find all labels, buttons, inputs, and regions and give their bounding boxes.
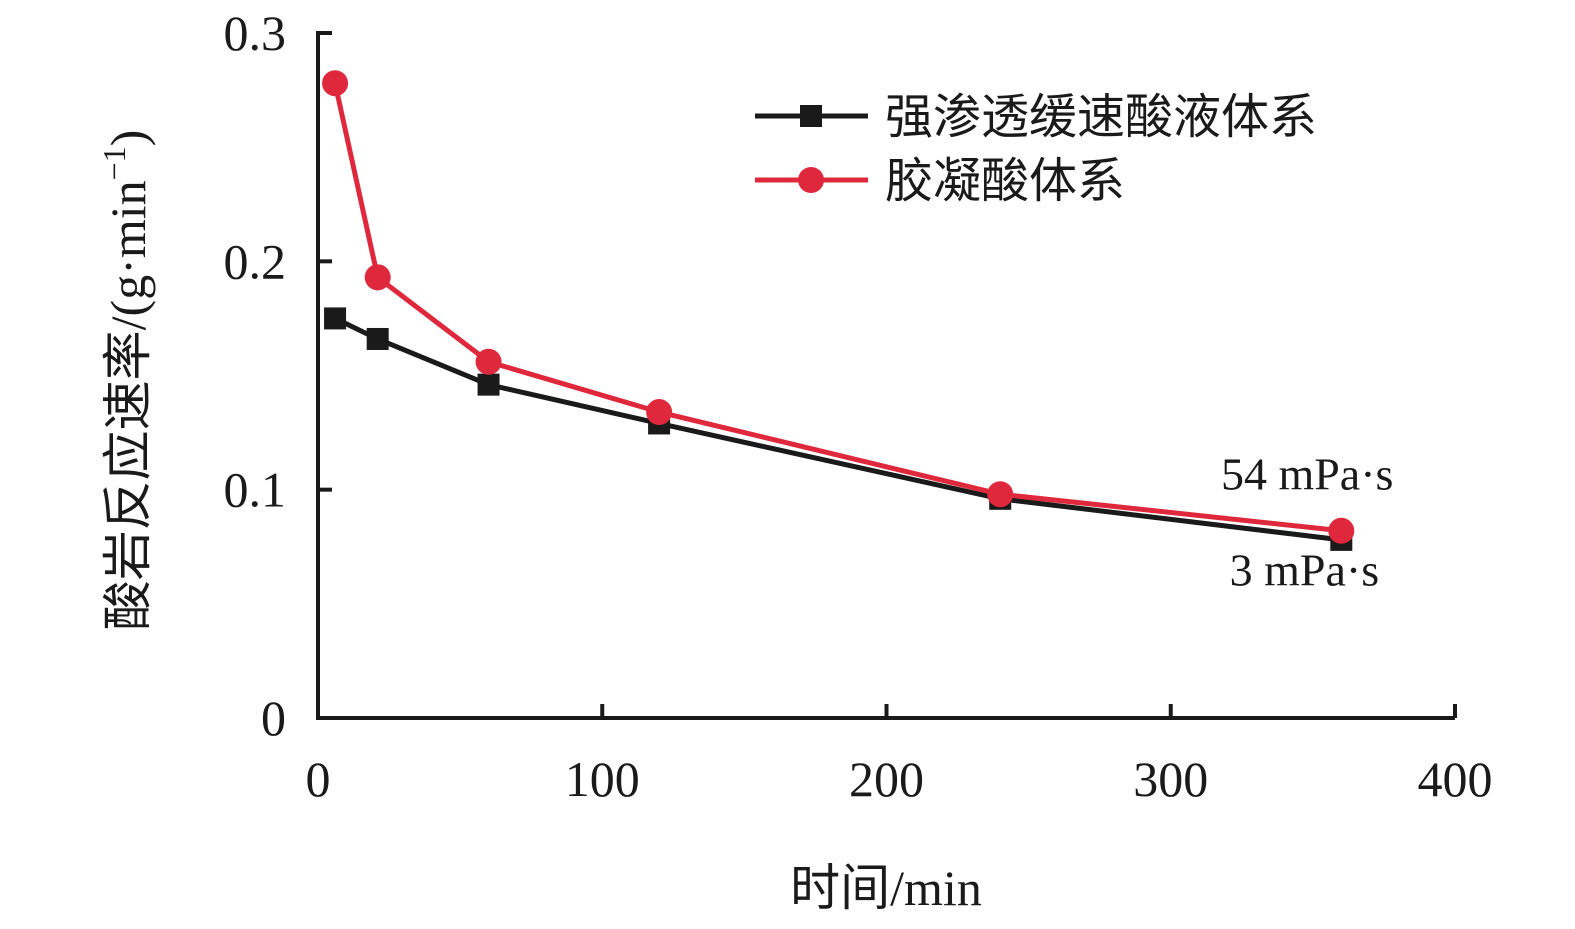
data-point-circle <box>1328 517 1355 544</box>
y-axis-title: 酸岩反应速率/(g·min−1) <box>96 130 156 631</box>
data-point-circle <box>987 481 1014 508</box>
data-point-square <box>324 307 347 330</box>
legend-marker-square <box>800 105 822 127</box>
y-axis-ticks: 0 0.1 0.2 0.3 <box>224 5 332 746</box>
legend-label: 强渗透缓速酸液体系 <box>885 91 1317 144</box>
y-tick-label: 0.2 <box>224 233 287 289</box>
x-axis-title: 时间/min <box>790 860 982 916</box>
data-point-square <box>477 373 500 396</box>
legend-label: 胶凝酸体系 <box>885 155 1125 208</box>
annotation-label: 54 mPa·s <box>1221 449 1394 500</box>
series-line <box>332 82 1342 534</box>
legend-marker-circle <box>798 167 824 193</box>
annotation-label: 3 mPa·s <box>1230 545 1380 596</box>
data-point-square <box>366 327 389 350</box>
y-tick-label: 0.1 <box>224 462 287 518</box>
x-tick-label: 300 <box>1133 751 1208 807</box>
legend-item-1: 强渗透缓速酸液体系 <box>755 91 1317 144</box>
legend-item-2: 胶凝酸体系 <box>755 155 1125 208</box>
y-axis-title-main: 酸岩反应速率/(g·min <box>100 180 156 630</box>
y-axis-title-superscript: −1 <box>96 146 132 180</box>
x-tick-label: 400 <box>1418 751 1493 807</box>
data-point-circle <box>364 264 391 291</box>
y-tick-label: 0 <box>261 690 286 746</box>
y-axis-title-close: ) <box>100 130 156 147</box>
y-tick-label: 0.3 <box>224 5 287 61</box>
series-2 <box>322 70 1355 544</box>
data-point-circle <box>322 70 349 97</box>
data-point-circle <box>475 348 502 375</box>
chart-series <box>322 70 1355 551</box>
chart-annotations: 54 mPa·s 3 mPa·s <box>1221 449 1394 596</box>
x-axis-ticks: 0 100 200 300 400 <box>306 704 1493 807</box>
x-tick-label: 100 <box>565 751 640 807</box>
x-tick-label: 0 <box>306 751 331 807</box>
x-tick-label: 200 <box>849 751 924 807</box>
data-point-circle <box>646 399 673 426</box>
